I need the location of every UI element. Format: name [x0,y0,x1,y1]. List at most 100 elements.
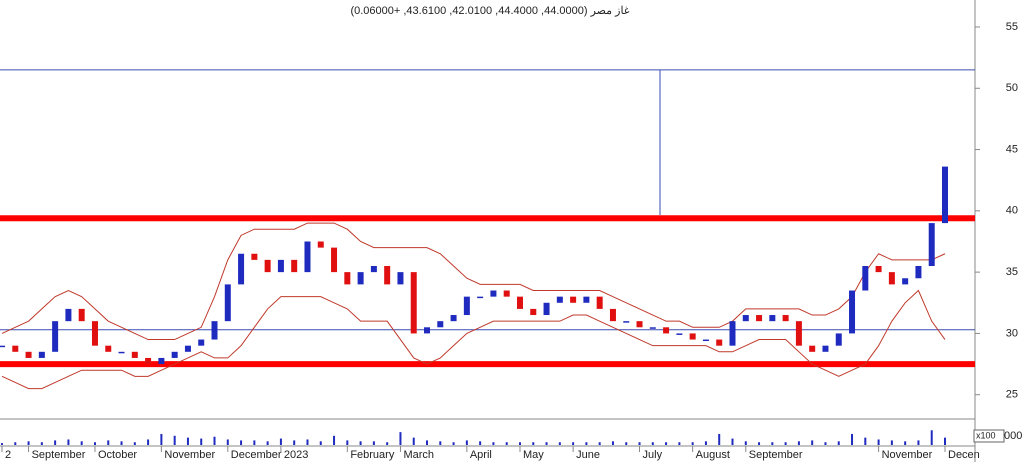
candle [543,302,550,316]
volume-bar [704,441,707,445]
volume-bar [611,441,614,445]
candle [251,253,258,260]
candle [756,315,763,322]
volume-bar [784,442,787,445]
volume-bar [824,442,827,445]
volume-bar [359,441,362,445]
y-tick-label: 25 [1006,389,1018,401]
candle [357,272,364,285]
volume-bar [1,443,3,445]
candle [52,321,59,352]
volume-bar [93,442,96,445]
volume-bar [864,437,867,445]
candle [609,308,616,322]
candle [649,327,656,329]
candle [742,315,749,322]
volume-bar [27,441,30,445]
candle [809,345,816,352]
candle [769,315,776,322]
volume-bar [147,439,150,445]
candle [211,321,218,340]
volume-bar [120,441,123,445]
candle [516,296,523,309]
volume-bar [758,442,761,445]
candle [437,321,444,328]
candle [410,272,417,334]
candle [849,290,856,334]
candle [78,308,85,322]
candle [450,315,457,322]
volume-bar [877,439,880,445]
candle [198,339,205,346]
candle [105,345,112,352]
x-tick-label: Decen [948,449,980,461]
x-tick-label: September [749,449,803,461]
candle [822,345,829,352]
x-tick-label: November [882,449,933,461]
y-tick-label: 30 [1006,327,1018,339]
volume-bar [797,441,800,445]
candle [171,351,178,358]
volume-bar [558,442,561,445]
x-tick-label: April [470,449,492,461]
volume-bar [731,438,734,445]
volume-bar [333,435,336,445]
candle [888,272,895,285]
volume-bar [598,442,601,445]
candle [689,333,696,340]
candle [928,223,935,266]
volume-bar [293,440,296,445]
candle [490,290,497,297]
volume-bar [226,439,229,445]
candle [636,321,643,328]
volume-bar [492,442,495,445]
candle [317,241,324,248]
x-tick-label: 2023 [284,449,308,461]
volume-bar [200,438,203,445]
volume-unit: x100 [976,430,996,440]
volume-bar [412,437,415,445]
volume-bar [40,442,43,445]
candle [729,321,736,346]
candle [304,241,311,273]
chart-title: غاز مصر (44.0000, 44.4000, 42.0100, 43.6… [350,5,629,17]
volume-bar [691,442,694,445]
volume-bar [80,441,83,445]
unit-box [973,429,1005,443]
volume-bar [306,439,309,445]
candle [716,339,723,346]
y-tick-label: 40 [1006,205,1018,217]
candle [291,259,298,273]
volume-bar [372,441,375,445]
candle [477,296,484,299]
volume-bar [266,441,269,445]
candle [875,266,882,273]
volume-bar [213,436,216,445]
volume-bar [545,442,548,445]
volume-bar [718,433,721,445]
candle [570,296,577,303]
candle [384,266,391,285]
candle [623,321,630,323]
x-tick-label: February [350,449,395,461]
y-tick-label: 55 [1006,21,1018,33]
volume-bar [678,442,681,445]
candle [131,351,138,358]
candle [344,272,351,285]
volume-bar [399,432,402,445]
x-tick-label: August [696,449,730,461]
y-tick-label: 35 [1006,266,1018,278]
candle [835,333,842,346]
volume-bar [638,442,641,445]
x-tick-label: May [523,449,544,461]
volume-bar [54,440,57,445]
volume-bar [67,439,70,445]
candle [463,296,470,316]
x-tick-label: 2 [5,449,11,461]
volume-bar [465,440,468,445]
candle [397,272,404,285]
candle [702,339,709,342]
candle [91,321,98,346]
volume-bar [452,442,455,445]
